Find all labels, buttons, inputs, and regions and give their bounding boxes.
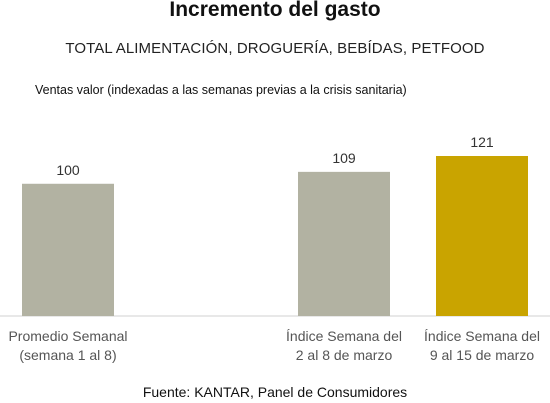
bar-2 — [298, 171, 390, 316]
bar-0 — [22, 183, 114, 316]
category-label-3-0: Índice Semana del — [424, 328, 540, 344]
data-label-3: 121 — [470, 134, 494, 150]
category-label-2-1: 2 al 8 de marzo — [296, 347, 393, 363]
data-label-2: 109 — [332, 150, 356, 166]
category-label-0-1: (semana 1 al 8) — [19, 347, 116, 363]
category-label-2-0: Índice Semana del — [286, 328, 402, 344]
source-note: Fuente: KANTAR, Panel de Consumidores — [142, 384, 408, 400]
category-label-0-0: Promedio Semanal — [8, 328, 127, 344]
bar-3 — [436, 156, 528, 316]
category-label-3-1: 9 al 15 de marzo — [430, 347, 534, 363]
data-label-0: 100 — [56, 162, 80, 178]
chart-title: Incremento del gasto — [169, 0, 381, 21]
chart-subtitle: TOTAL ALIMENTACIÓN, DROGUERÍA, BEBÍDAS, … — [65, 40, 485, 57]
chart-note: Ventas valor (indexadas a las semanas pr… — [35, 83, 407, 97]
